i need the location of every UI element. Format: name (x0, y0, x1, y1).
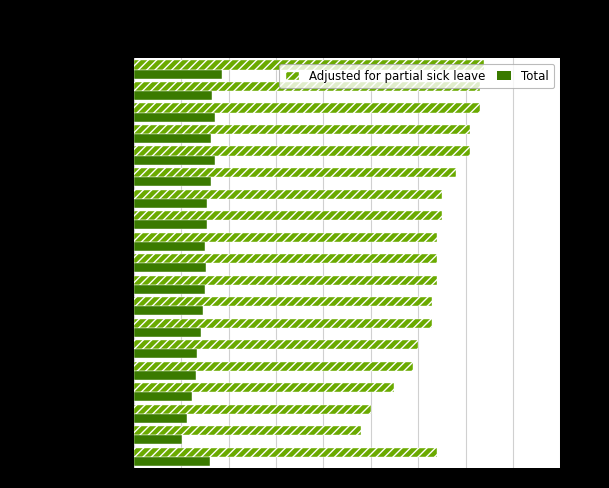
Bar (134, 276, 437, 285)
Bar (134, 285, 205, 294)
Bar (134, 392, 192, 401)
Bar (134, 178, 211, 187)
Bar (134, 221, 208, 230)
Bar (134, 199, 208, 208)
Bar (134, 233, 437, 242)
Bar (134, 135, 211, 144)
Bar (134, 371, 195, 380)
Bar (134, 113, 216, 122)
Bar (134, 70, 222, 80)
Bar (134, 426, 361, 435)
Bar (134, 362, 414, 371)
Bar (134, 126, 470, 135)
Bar (134, 147, 470, 156)
Legend: Adjusted for partial sick leave, Total: Adjusted for partial sick leave, Total (280, 64, 554, 89)
Bar (134, 169, 456, 178)
Bar (134, 242, 205, 251)
Bar (134, 306, 203, 315)
Bar (134, 297, 432, 306)
Bar (134, 349, 197, 358)
Bar (134, 212, 442, 221)
Bar (134, 405, 371, 414)
Bar (134, 255, 437, 264)
Bar (134, 319, 432, 328)
Bar (134, 414, 187, 423)
Bar (134, 92, 212, 101)
Bar (134, 328, 201, 337)
Bar (134, 457, 209, 466)
Bar (134, 447, 437, 457)
Bar (134, 264, 206, 272)
Bar (134, 156, 214, 165)
Bar (134, 340, 418, 349)
Bar (134, 435, 182, 444)
Bar (134, 383, 395, 392)
Bar (134, 83, 480, 92)
Bar (134, 190, 442, 199)
Bar (134, 104, 480, 113)
Bar (134, 61, 485, 70)
